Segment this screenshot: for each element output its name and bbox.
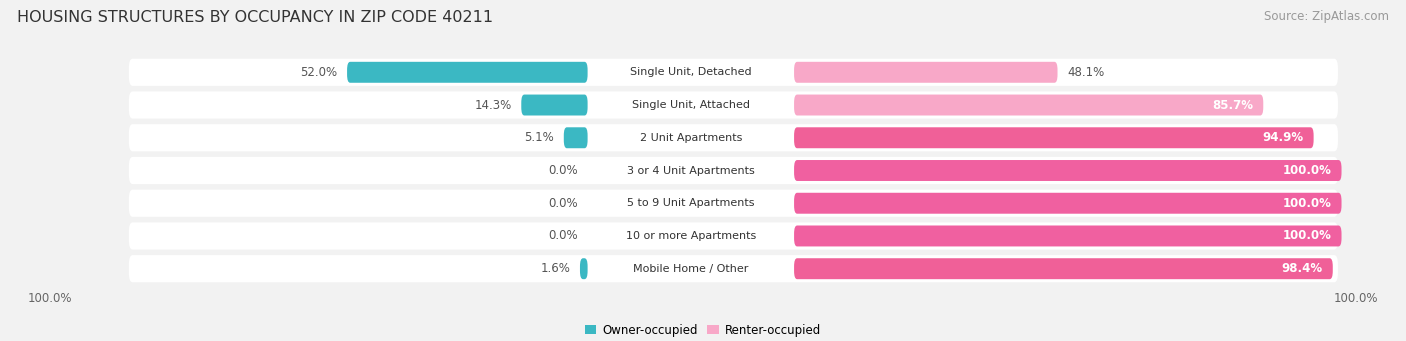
Text: 0.0%: 0.0% [548, 164, 578, 177]
FancyBboxPatch shape [794, 94, 1263, 116]
FancyBboxPatch shape [129, 59, 1339, 86]
Text: 2 Unit Apartments: 2 Unit Apartments [640, 133, 742, 143]
Text: Single Unit, Attached: Single Unit, Attached [631, 100, 749, 110]
FancyBboxPatch shape [794, 62, 1057, 83]
Text: 98.4%: 98.4% [1282, 262, 1323, 275]
FancyBboxPatch shape [129, 222, 1339, 250]
FancyBboxPatch shape [579, 258, 588, 279]
Text: HOUSING STRUCTURES BY OCCUPANCY IN ZIP CODE 40211: HOUSING STRUCTURES BY OCCUPANCY IN ZIP C… [17, 10, 494, 25]
Text: 100.0%: 100.0% [1282, 197, 1331, 210]
Text: 94.9%: 94.9% [1263, 131, 1303, 144]
Text: Source: ZipAtlas.com: Source: ZipAtlas.com [1264, 10, 1389, 23]
Text: 5.1%: 5.1% [524, 131, 554, 144]
FancyBboxPatch shape [347, 62, 588, 83]
FancyBboxPatch shape [129, 190, 1339, 217]
FancyBboxPatch shape [522, 94, 588, 116]
Text: Single Unit, Detached: Single Unit, Detached [630, 67, 752, 77]
Text: 100.0%: 100.0% [1333, 292, 1378, 305]
FancyBboxPatch shape [794, 225, 1341, 247]
FancyBboxPatch shape [794, 127, 1313, 148]
Text: 10 or more Apartments: 10 or more Apartments [626, 231, 756, 241]
Text: 3 or 4 Unit Apartments: 3 or 4 Unit Apartments [627, 165, 755, 176]
FancyBboxPatch shape [129, 157, 1339, 184]
FancyBboxPatch shape [564, 127, 588, 148]
Text: 48.1%: 48.1% [1067, 66, 1104, 79]
FancyBboxPatch shape [794, 258, 1333, 279]
FancyBboxPatch shape [129, 255, 1339, 282]
FancyBboxPatch shape [794, 193, 1341, 214]
Text: Mobile Home / Other: Mobile Home / Other [633, 264, 748, 274]
Text: 0.0%: 0.0% [548, 197, 578, 210]
Text: 5 to 9 Unit Apartments: 5 to 9 Unit Apartments [627, 198, 755, 208]
Text: 85.7%: 85.7% [1212, 99, 1253, 112]
Text: 14.3%: 14.3% [474, 99, 512, 112]
Text: 0.0%: 0.0% [548, 229, 578, 242]
Text: 100.0%: 100.0% [28, 292, 73, 305]
Text: 100.0%: 100.0% [1282, 229, 1331, 242]
FancyBboxPatch shape [129, 124, 1339, 151]
FancyBboxPatch shape [129, 91, 1339, 119]
Legend: Owner-occupied, Renter-occupied: Owner-occupied, Renter-occupied [579, 319, 827, 341]
Text: 52.0%: 52.0% [301, 66, 337, 79]
Text: 100.0%: 100.0% [1282, 164, 1331, 177]
FancyBboxPatch shape [794, 160, 1341, 181]
Text: 1.6%: 1.6% [540, 262, 571, 275]
